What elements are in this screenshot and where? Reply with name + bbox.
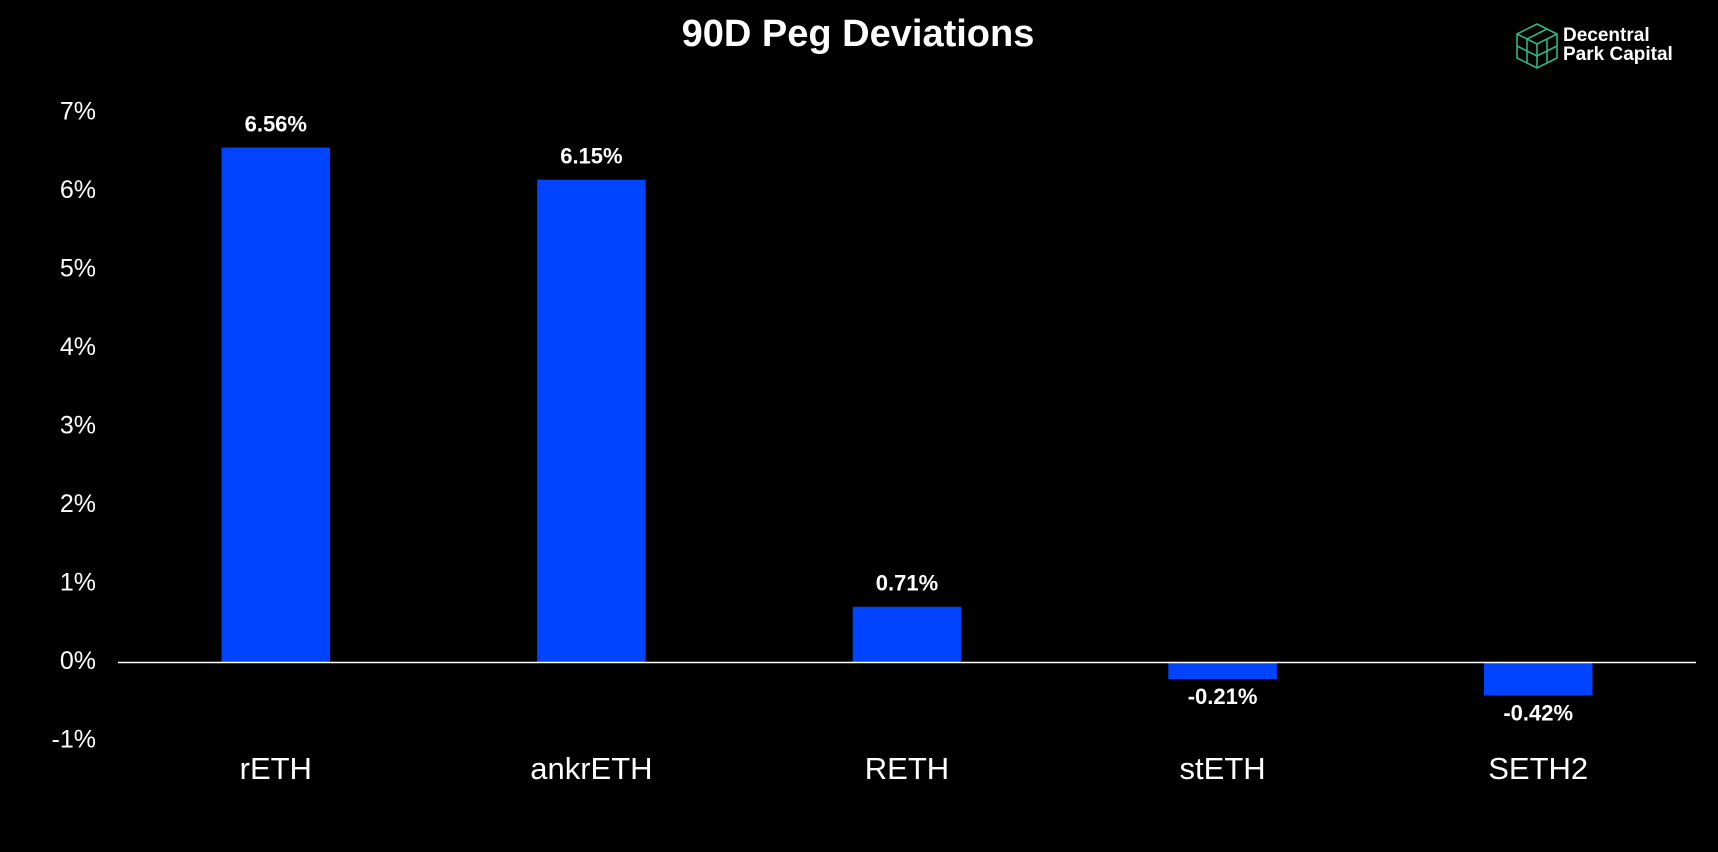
y-tick-label: 1% <box>60 569 96 597</box>
bar <box>852 606 962 663</box>
x-tick-label: rETH <box>240 751 312 786</box>
value-label: -0.42% <box>1503 700 1573 725</box>
y-tick-label: 2% <box>60 490 96 518</box>
bar <box>1168 662 1277 679</box>
bar <box>537 179 646 663</box>
y-tick-label: 7% <box>60 98 96 126</box>
chart-title: 90D Peg Deviations <box>682 13 1035 55</box>
y-tick-label: 6% <box>60 176 96 204</box>
bar <box>221 147 331 663</box>
x-tick-label: ankrETH <box>530 751 652 786</box>
y-tick-label: -1% <box>52 726 96 754</box>
y-tick-label: 4% <box>60 333 96 361</box>
value-label: 6.15% <box>560 144 622 169</box>
y-tick-label: 5% <box>60 255 96 283</box>
bar <box>1483 662 1593 696</box>
x-tick-label: SETH2 <box>1488 751 1588 786</box>
logo-text: Park Capital <box>1563 44 1673 65</box>
y-tick-label: 3% <box>60 412 96 440</box>
x-tick-label: stETH <box>1180 751 1266 786</box>
logo-text: Decentral <box>1563 25 1650 46</box>
y-tick-label: 0% <box>60 647 96 675</box>
value-label: -0.21% <box>1188 684 1258 709</box>
value-label: 0.71% <box>876 571 938 596</box>
value-label: 6.56% <box>245 111 307 136</box>
logo-icon <box>1516 23 1558 69</box>
x-tick-label: RETH <box>865 751 949 786</box>
